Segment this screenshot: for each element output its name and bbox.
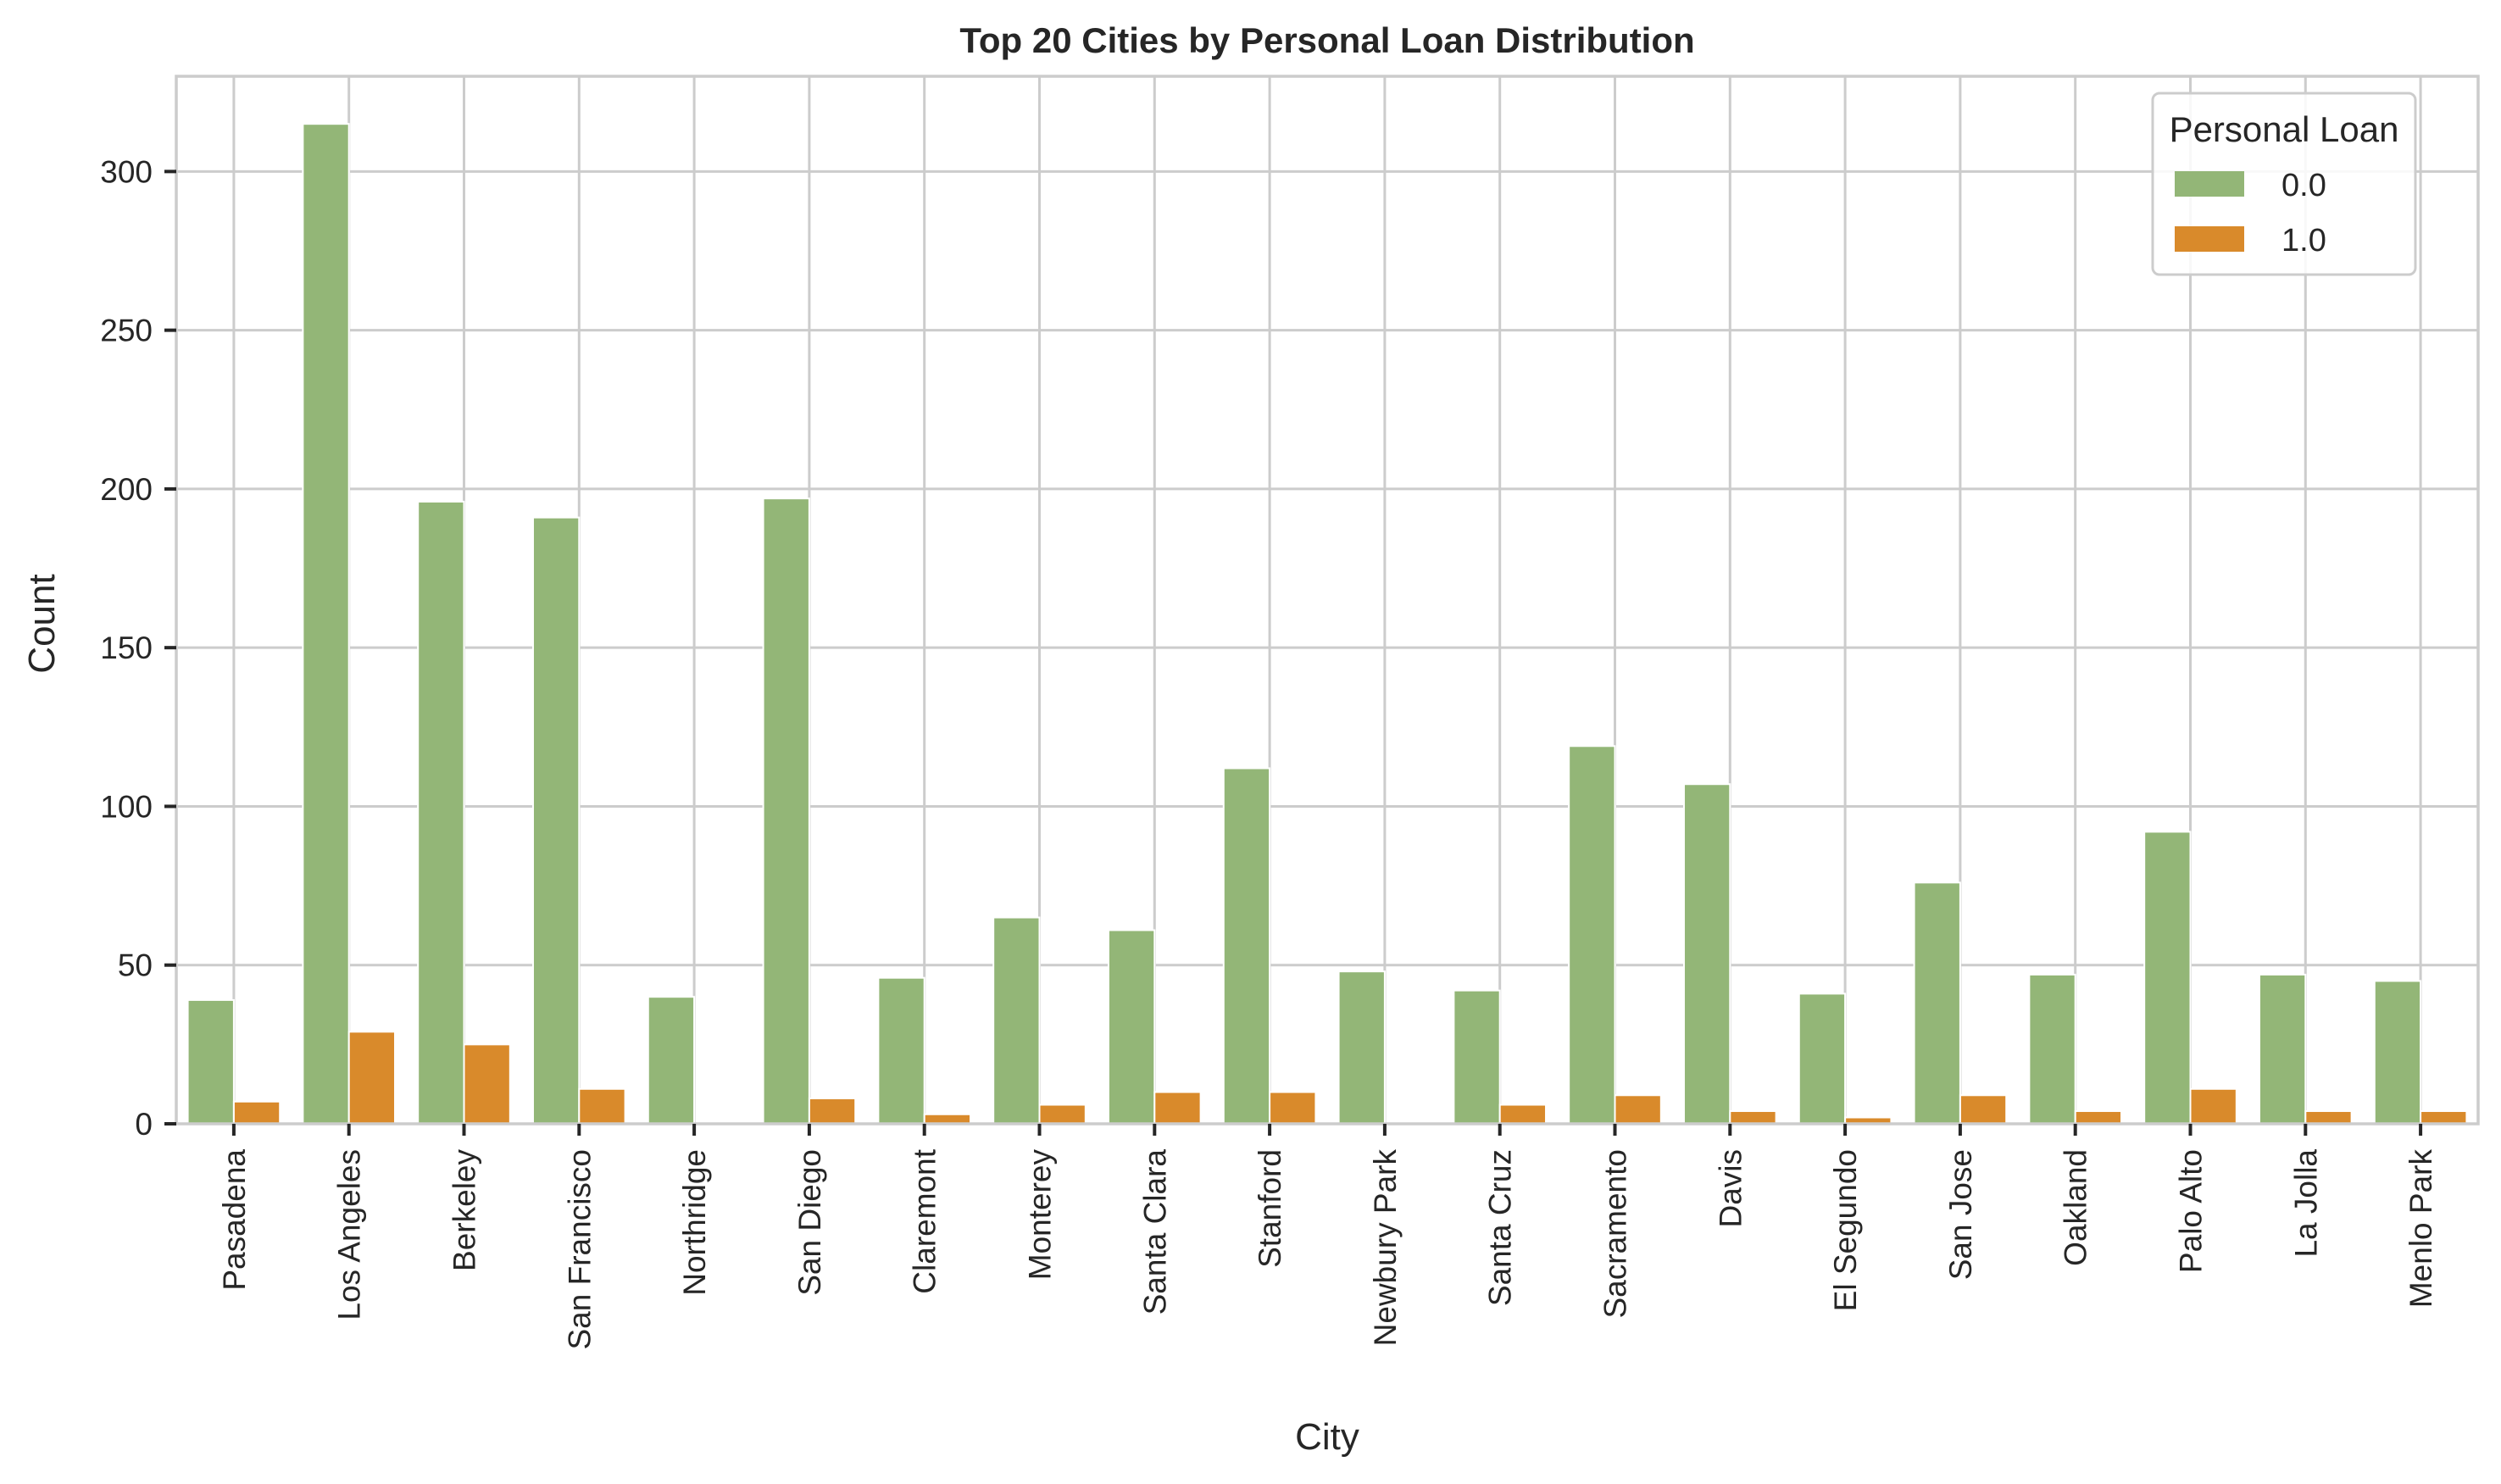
y-tick-label: 0 (135, 1107, 153, 1142)
legend-swatch-0 (2175, 171, 2244, 197)
bar-menlo-park-series-1 (2420, 1110, 2468, 1126)
bar-monterey-series-1 (1038, 1103, 1087, 1125)
x-tick-label: Northridge (677, 1149, 712, 1296)
bar-san-francisco-series-1 (578, 1087, 626, 1126)
plot-frame (175, 75, 2480, 1126)
y-tick-label: 300 (100, 154, 153, 189)
x-tick-label: San Francisco (562, 1149, 597, 1350)
bar-palo-alto-series-0 (2143, 831, 2192, 1125)
legend: Personal Loan 0.0 1.0 (2151, 92, 2417, 276)
x-tick-label: Stanford (1253, 1149, 1287, 1268)
y-tick-label: 100 (100, 789, 153, 824)
y-tick-label: 150 (100, 631, 153, 665)
x-tick-label: Menlo Park (2404, 1149, 2438, 1309)
x-tick-label: Berkeley (447, 1149, 482, 1271)
bar-santa-clara-series-0 (1107, 929, 1156, 1125)
legend-title: Personal Loan (2170, 109, 2399, 149)
legend-label-1: 1.0 (2281, 223, 2326, 258)
y-axis-label: Count (21, 574, 63, 673)
bar-santa-cruz-series-0 (1453, 989, 1501, 1126)
x-tick-label: Sacramento (1598, 1149, 1633, 1319)
bar-newbury-park-series-0 (1337, 970, 1386, 1125)
bar-el-segundo-series-0 (1798, 992, 1847, 1126)
bar-davis-series-0 (1682, 783, 1731, 1126)
x-tick-label: Santa Clara (1137, 1149, 1172, 1315)
x-axis-label: City (1295, 1416, 1359, 1458)
bar-berkeley-series-1 (463, 1043, 511, 1126)
bar-monterey-series-0 (992, 916, 1041, 1125)
legend-label-0: 0.0 (2281, 168, 2326, 203)
x-tick-label: La Jolla (2288, 1149, 2323, 1258)
bar-santa-cruz-series-1 (1498, 1103, 1548, 1125)
x-tick-label: Los Angeles (332, 1149, 367, 1320)
y-tick-label: 50 (118, 948, 153, 983)
x-tick-label: Oakland (2059, 1149, 2093, 1266)
bar-sacramento-series-1 (1614, 1094, 1662, 1125)
chart-title: Top 20 Cities by Personal Loan Distribut… (959, 20, 1694, 60)
bar-san-jose-series-1 (1959, 1094, 2008, 1125)
y-tick-label: 200 (100, 472, 153, 507)
bar-northridge-series-0 (647, 996, 696, 1125)
bar-pasadena-series-0 (186, 998, 235, 1125)
bar-menlo-park-series-0 (2373, 980, 2422, 1126)
legend-swatch-1 (2175, 226, 2244, 252)
x-tick-label: El Segundo (1828, 1149, 1863, 1311)
x-tick-labels: Pasadena Los Angeles Berkeley San Francisco… (217, 1148, 2438, 1349)
bar-claremont-series-0 (877, 976, 925, 1126)
bar-san-diego-series-0 (762, 497, 810, 1125)
bar-san-diego-series-1 (808, 1098, 857, 1126)
x-tick-label: Claremont (908, 1148, 942, 1293)
bar-la-jolla-series-1 (2304, 1110, 2353, 1126)
bar-stanford-series-0 (1222, 767, 1271, 1125)
x-tick-label: San Diego (792, 1149, 827, 1296)
bar-stanford-series-1 (1269, 1091, 1317, 1125)
bar-santa-clara-series-1 (1153, 1091, 1202, 1125)
bar-la-jolla-series-0 (2258, 973, 2307, 1125)
ticks (164, 170, 2423, 1136)
bar-davis-series-1 (1729, 1110, 1777, 1126)
x-tick-label: Palo Alto (2174, 1149, 2209, 1273)
bars (186, 123, 2468, 1126)
bar-sacramento-series-0 (1568, 745, 1616, 1125)
x-tick-label: Davis (1713, 1149, 1748, 1228)
bar-palo-alto-series-1 (2189, 1087, 2237, 1126)
y-tick-label: 250 (100, 314, 153, 348)
y-tick-labels: 0 50 100 150 200 250 300 (100, 154, 153, 1142)
bar-oakland-series-0 (2028, 973, 2076, 1125)
x-tick-label: Pasadena (217, 1149, 252, 1291)
bar-san-jose-series-0 (1913, 881, 1961, 1125)
x-tick-label: Santa Cruz (1483, 1149, 1518, 1306)
bar-oakland-series-1 (2074, 1110, 2123, 1126)
bar-san-francisco-series-0 (531, 516, 581, 1125)
bar-los-angeles-series-0 (302, 123, 350, 1126)
bar-pasadena-series-1 (232, 1100, 281, 1126)
x-tick-label: San Jose (1943, 1149, 1978, 1280)
x-tick-label: Monterey (1023, 1149, 1058, 1281)
bar-berkeley-series-0 (417, 500, 465, 1125)
x-tick-label: Newbury Park (1368, 1149, 1403, 1347)
bar-los-angeles-series-1 (347, 1031, 397, 1126)
